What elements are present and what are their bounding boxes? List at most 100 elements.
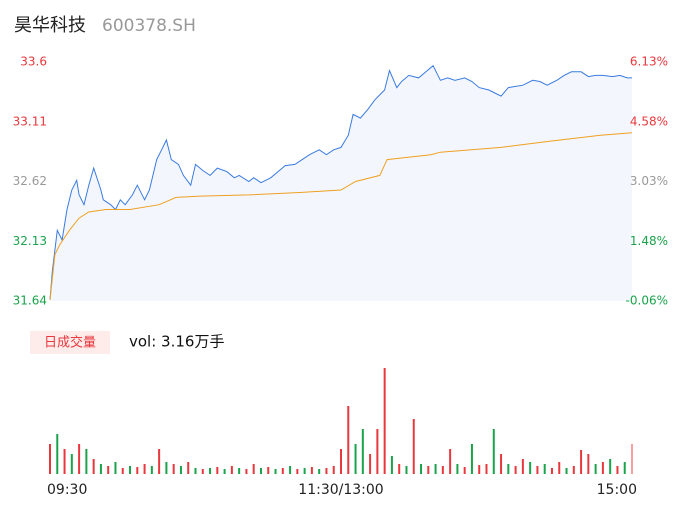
volume-bar [631,444,633,474]
volume-bar [587,454,590,474]
volume-bar [492,429,495,474]
stock-name: 昊华科技 [14,15,86,36]
volume-bar [230,466,233,474]
y2-tick-label: 1.48% [630,234,668,248]
price-area [50,65,632,301]
volume-bar [536,466,539,474]
volume-bar [470,444,473,474]
volume-bar [150,466,153,474]
y-tick-label: 33.6 [20,55,47,69]
volume-bar [296,469,299,474]
volume-bar [194,468,197,474]
volume-bar [550,468,553,474]
volume-bar [529,462,532,474]
volume-bar [281,468,284,474]
volume-bar [70,454,73,474]
volume-bar [500,454,503,474]
volume-bar [485,464,488,474]
y-tick-label: 33.11 [13,114,47,128]
volume-bar [441,466,444,474]
volume-bar [129,466,132,474]
volume-label-box [30,331,110,354]
volume-bar [420,464,423,474]
volume-bar [107,466,110,474]
volume-bar [274,469,277,474]
volume-bar [201,469,204,474]
volume-bar [172,464,175,474]
volume-bar [340,449,342,474]
y-tick-label: 32.13 [13,234,47,248]
volume-bar [369,454,372,474]
volume-label: 日成交量 [44,335,96,351]
volume-bar [289,466,292,474]
volume-bar [383,368,386,474]
volume-bar [85,449,88,474]
volume-bar [449,449,452,474]
volume-bar [187,462,190,474]
volume-bar [514,466,517,474]
volume-bar [325,468,328,474]
volume-bar [354,444,357,474]
y-tick-label: 32.62 [13,174,47,188]
volume-bar [463,467,466,474]
volume-bar [121,468,124,474]
volume-bar [114,462,117,474]
volume-bar [216,467,219,474]
x-tick-label: 15:00 [597,482,637,498]
y2-tick-label: 4.58% [630,114,668,128]
volume-bar [521,459,524,474]
volume-bar [238,468,241,474]
volume-summary: vol: 3.16万手 [129,333,224,351]
volume-bar [572,466,575,474]
volume-bar [412,419,415,474]
volume-bar [259,468,262,474]
volume-bar [49,444,51,474]
price-line [49,132,633,300]
volume-bar [267,467,270,474]
volume-bar [390,456,393,474]
y2-tick-label: -0.06% [626,294,668,308]
volume-bar [223,469,226,474]
volume-bar [347,406,350,474]
y2-tick-label: 3.03% [630,174,668,188]
volume-bar [434,464,437,474]
volume-bar [601,462,604,474]
volume-bar [165,462,168,474]
volume-bar [332,466,335,474]
volume-bar [209,468,212,474]
volume-bar [616,466,619,474]
volume-bar [63,449,66,474]
volume-bar [427,466,430,474]
volume-bar [405,466,408,474]
volume-bar [398,464,401,474]
volume-bar [594,464,597,474]
volume-bar [580,450,583,474]
volume-bar [565,468,568,474]
volume-bar [318,469,321,474]
x-tick-label: 09:30 [47,482,87,498]
volume-bar [78,444,81,474]
volume-bar [456,464,459,474]
volume-bar [245,469,248,474]
volume-bar [136,467,139,474]
y2-tick-label: 6.13% [630,55,668,69]
volume-bar [361,429,364,474]
volume-bar [56,434,59,474]
volume-bar [376,429,379,474]
volume-bar [478,465,481,474]
y-tick-label: 31.64 [13,294,47,308]
volume-bar [623,462,626,474]
volume-bar [558,462,561,474]
volume-bar [507,464,510,474]
price-line [49,64,632,300]
stock-code: 600378.SH [102,16,196,36]
volume-bar [92,459,95,474]
volume-bar [609,459,612,474]
volume-bar [158,449,161,474]
volume-bar [143,464,146,474]
volume-bar [179,466,182,474]
volume-bar [543,464,546,474]
volume-bar [99,464,102,474]
x-tick-label: 11:30/13:00 [298,482,383,498]
volume-bar [252,464,255,474]
